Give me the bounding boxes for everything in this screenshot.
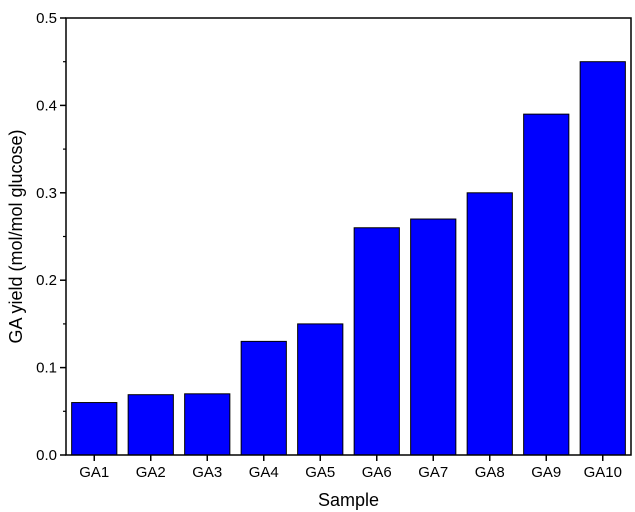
y-tick-label: 0.4 <box>36 97 57 114</box>
bar-ga3 <box>184 393 231 456</box>
bar-ga6 <box>353 227 400 456</box>
bar-ga5 <box>297 323 344 456</box>
bar-ga2 <box>127 394 174 456</box>
x-tick-label: GA1 <box>79 464 109 481</box>
x-tick-label: GA7 <box>418 464 448 481</box>
bar-ga1 <box>71 402 118 456</box>
bar-ga4 <box>240 340 287 456</box>
y-tick-label: 0.1 <box>36 360 57 377</box>
y-axis-title: GA yield (mol/mol glucose) <box>6 129 26 343</box>
x-axis-title: Sample <box>318 490 379 510</box>
x-tick-label: GA5 <box>305 464 335 481</box>
bar-ga10 <box>579 61 626 456</box>
x-tick-label: GA6 <box>362 464 392 481</box>
x-tick-label: GA3 <box>192 464 222 481</box>
bars-group <box>71 61 626 456</box>
y-tick-label: 0.5 <box>36 10 57 27</box>
y-axis-ticks: 0.0 0.1 0.2 0.3 0.4 0.5 <box>36 10 66 464</box>
x-tick-label: GA9 <box>531 464 561 481</box>
y-tick-label: 0.2 <box>36 272 57 289</box>
y-tick-label: 0.3 <box>36 185 57 202</box>
bar-ga7 <box>410 218 457 456</box>
y-tick-label: 0.0 <box>36 447 57 464</box>
x-axis-ticks: GA1 GA2 GA3 GA4 GA5 GA6 GA7 GA8 GA9 GA10 <box>79 455 622 481</box>
bar-ga8 <box>466 192 513 456</box>
x-tick-label: GA4 <box>249 464 279 481</box>
x-tick-label: GA2 <box>136 464 166 481</box>
x-tick-label: GA8 <box>475 464 505 481</box>
bar-ga9 <box>523 113 570 456</box>
x-tick-label: GA10 <box>584 464 622 481</box>
